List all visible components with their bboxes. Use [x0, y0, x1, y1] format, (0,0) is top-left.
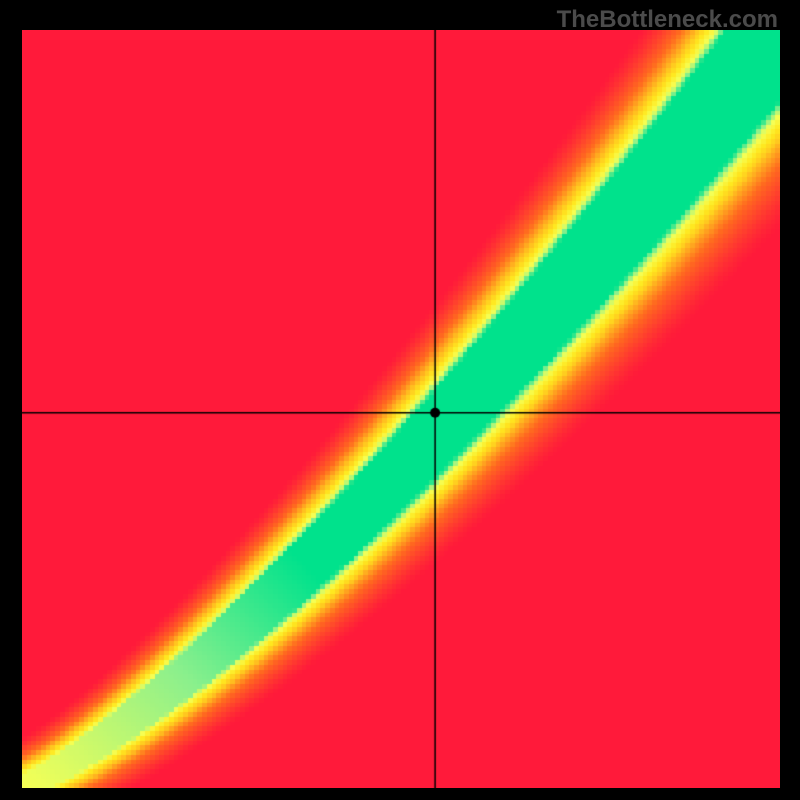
- chart-container: TheBottleneck.com: [0, 0, 800, 800]
- heatmap-canvas: [22, 30, 780, 788]
- watermark-text: TheBottleneck.com: [557, 6, 778, 34]
